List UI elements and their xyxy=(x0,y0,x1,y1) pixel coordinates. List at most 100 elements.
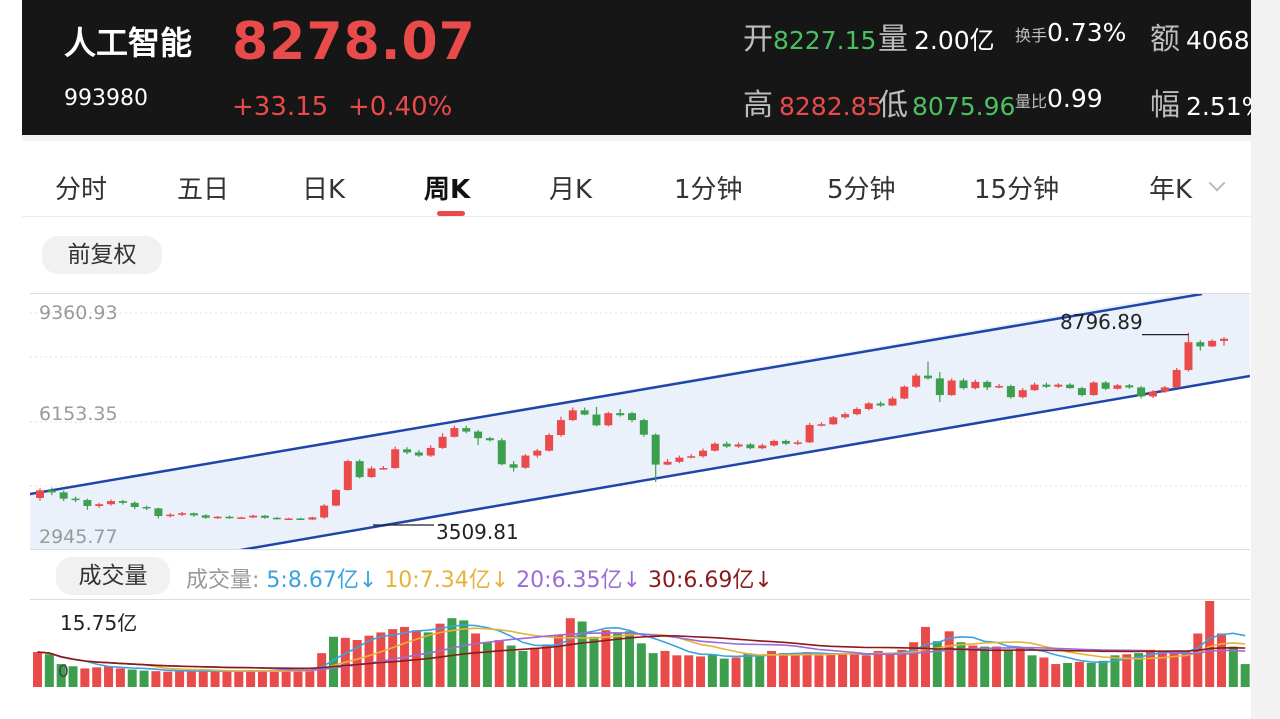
candle-body xyxy=(142,507,151,509)
candle-body xyxy=(1042,384,1051,387)
volume-bar xyxy=(92,667,102,687)
tab-15-minute[interactable]: 15分钟 xyxy=(974,175,1060,205)
candle-body xyxy=(308,517,317,520)
volume-bar xyxy=(1051,664,1061,687)
ma10-arrow: ↓ xyxy=(490,568,510,593)
volume-bar xyxy=(980,646,990,687)
volume-bar xyxy=(1193,633,1203,687)
candle-body xyxy=(1125,385,1134,388)
candle-body xyxy=(1054,384,1063,387)
candlestick-svg xyxy=(30,294,1250,549)
volume-bar xyxy=(1169,653,1179,687)
candle-body xyxy=(485,438,494,441)
volume-bar xyxy=(1098,660,1108,687)
candle-body xyxy=(876,403,885,406)
candle-body xyxy=(1030,384,1039,391)
candle-body xyxy=(1172,370,1181,388)
ma5-arrow: ↓ xyxy=(358,568,378,593)
candle-body xyxy=(1077,388,1086,396)
volume-bar xyxy=(921,626,930,687)
ma20-name: 20 xyxy=(516,568,545,593)
candle-body xyxy=(1006,386,1015,398)
candle-body xyxy=(403,449,412,453)
y-label-bottom: 2945.77 xyxy=(39,526,118,548)
turnover-value: 0.73% xyxy=(1047,18,1127,47)
amplitude-value: 2.51% xyxy=(1186,92,1251,121)
volume-bar xyxy=(790,654,800,687)
volume-bar xyxy=(1217,633,1226,687)
vol-ratio-label: 量比 xyxy=(1015,92,1048,111)
volume-bar xyxy=(175,670,185,687)
volume-bar xyxy=(518,650,528,687)
candle-body xyxy=(130,502,139,508)
tab-weekly-k[interactable]: 周K xyxy=(424,175,471,205)
volume-bar xyxy=(696,656,706,687)
volume-bar xyxy=(589,636,599,687)
index-name: 人工智能 xyxy=(64,24,193,62)
volume-chart[interactable] xyxy=(30,599,1250,690)
candle-body xyxy=(568,410,577,421)
candle-body xyxy=(1184,342,1193,371)
tab-five-day[interactable]: 五日 xyxy=(177,175,230,205)
candle-body xyxy=(1220,338,1228,341)
volume-bar xyxy=(932,641,942,687)
candle-body xyxy=(343,461,352,490)
volume-bar xyxy=(56,664,66,687)
volume-bar xyxy=(530,647,540,687)
tab-1-minute[interactable]: 1分钟 xyxy=(674,175,743,205)
candle-body xyxy=(107,501,116,505)
tab-monthly-k[interactable]: 月K xyxy=(549,175,593,205)
volume-bar xyxy=(1086,662,1096,687)
turnover-label: 换手 xyxy=(1015,26,1048,45)
candle-body xyxy=(805,424,814,443)
volume-bar xyxy=(755,655,765,687)
volume-bar xyxy=(992,646,1002,687)
candle-body xyxy=(1208,340,1217,347)
turnover-stat: 换手0.73% xyxy=(1015,18,1126,47)
volume-bar xyxy=(1063,662,1073,687)
channel-upper-line xyxy=(30,294,1203,496)
volume-bar xyxy=(293,670,303,687)
candle-body xyxy=(722,443,731,447)
candle-body xyxy=(710,443,719,451)
candle-body xyxy=(237,517,246,519)
candle-body xyxy=(332,489,340,506)
candle-body xyxy=(639,420,648,435)
ma5-name: 5 xyxy=(266,568,281,593)
candle-body xyxy=(521,455,530,468)
index-code: 993980 xyxy=(64,86,148,111)
volume-bar xyxy=(198,671,208,687)
tab-5-minute[interactable]: 5分钟 xyxy=(827,175,896,205)
tab-intraday[interactable]: 分时 xyxy=(55,175,108,205)
amount-stat: 额 4068 xyxy=(1150,14,1250,58)
chevron-down-icon[interactable] xyxy=(1208,174,1226,192)
volume-indicator-button[interactable]: 成交量 xyxy=(56,557,170,595)
candle-body xyxy=(201,515,210,518)
candle-body xyxy=(556,420,565,436)
volume-y-label-max: 15.75亿 xyxy=(60,611,138,635)
candle-body xyxy=(604,413,613,426)
candle-body xyxy=(746,444,755,449)
candle-body xyxy=(1018,390,1027,398)
candle-body xyxy=(260,515,269,518)
volume-bar xyxy=(1134,653,1144,687)
candle-body xyxy=(497,440,506,465)
candle-body xyxy=(770,440,779,446)
volume-bar xyxy=(163,671,173,687)
volume-bar xyxy=(1240,664,1250,687)
left-margin xyxy=(0,0,22,719)
adjust-mode-button[interactable]: 前复权 xyxy=(42,236,162,274)
candle-body xyxy=(983,381,992,388)
tab-yearly-k[interactable]: 年K xyxy=(1149,175,1193,205)
volume-bar xyxy=(329,636,338,687)
volume-bar xyxy=(1003,649,1013,687)
candlestick-chart[interactable] xyxy=(30,293,1250,550)
volume-bar xyxy=(68,666,78,687)
amplitude-stat: 幅2.51% xyxy=(1150,80,1251,124)
price-change: +33.15 xyxy=(232,92,329,122)
volume-bar xyxy=(1205,601,1215,687)
ma30-name: 30 xyxy=(648,568,676,593)
volume-bar xyxy=(719,658,729,687)
tab-daily-k[interactable]: 日K xyxy=(302,175,346,205)
candle-body xyxy=(178,513,187,515)
